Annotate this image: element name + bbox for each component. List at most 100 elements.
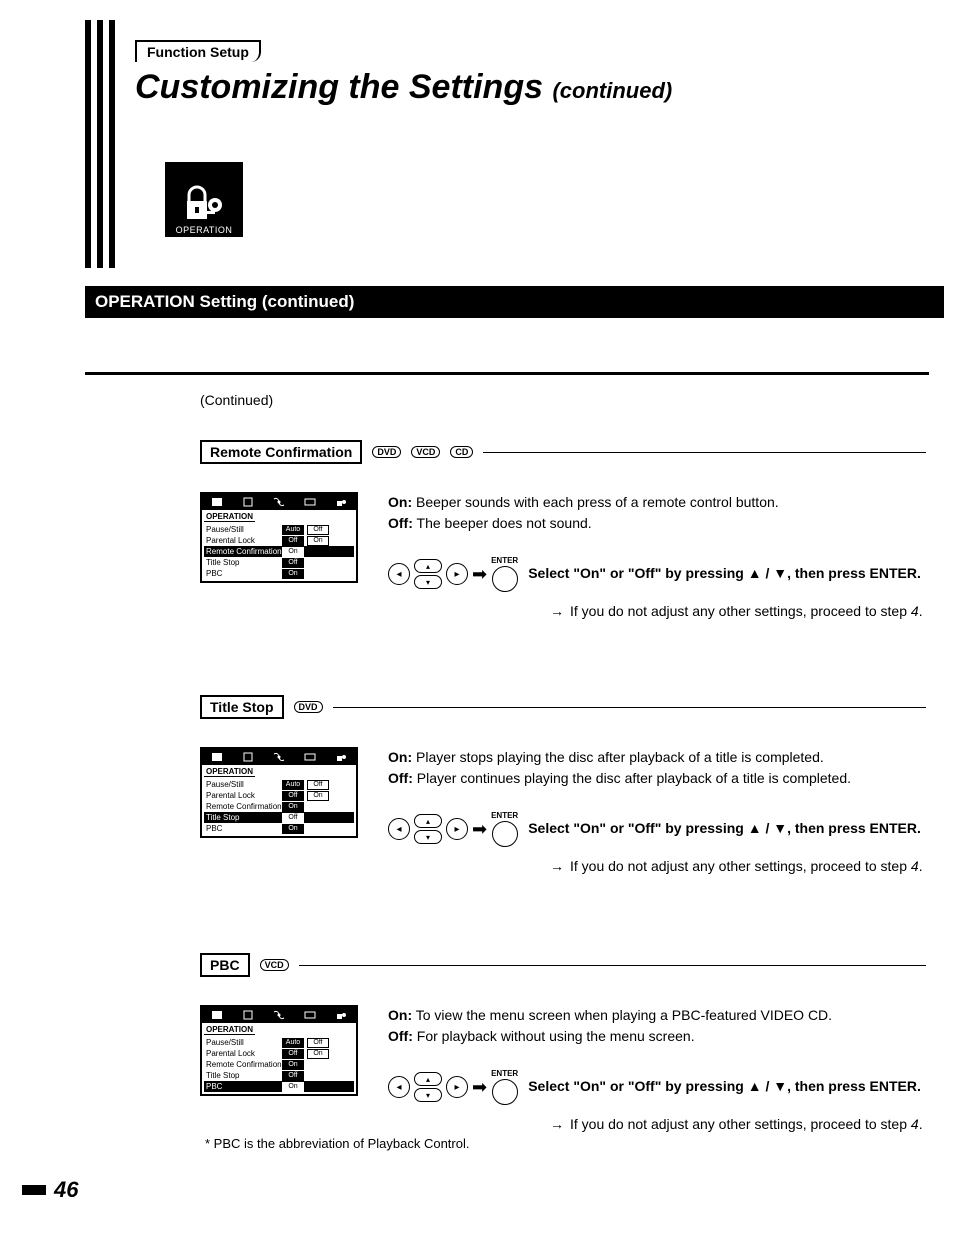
osd-row-label: Parental Lock [204, 1049, 282, 1058]
setting-title-row: Remote Confirmation DVDVCDCD [200, 440, 926, 464]
setting-content: OPERATION Pause/Still Auto Off Parental … [200, 747, 926, 877]
tab-icon [272, 1008, 286, 1022]
osd-row: Title Stop Off [204, 1070, 354, 1081]
off-description: Off: Player continues playing the disc a… [388, 768, 926, 789]
osd-body: OPERATION Pause/Still Auto Off Parental … [202, 765, 356, 836]
title-sub: (continued) [552, 78, 672, 103]
divider-line [299, 965, 926, 966]
osd-row: Pause/Still Auto Off [204, 779, 354, 790]
setting-title: Title Stop [200, 695, 284, 719]
tab-icon [210, 750, 224, 764]
operation-icon-label: OPERATION [176, 225, 233, 235]
title-main: Customizing the Settings [135, 68, 543, 106]
off-description: Off: For playback without using the menu… [388, 1026, 926, 1047]
osd-container: OPERATION Pause/Still Auto Off Parental … [200, 747, 358, 877]
right-button-icon: ▸ [446, 563, 468, 585]
osd-row: Title Stop Off [204, 812, 354, 823]
dvd-badge: DVD [294, 701, 323, 713]
osd-row-value: On [282, 547, 304, 557]
osd-row-value: On [282, 824, 304, 834]
tab-icon [210, 1008, 224, 1022]
dvd-badge: DVD [372, 446, 401, 458]
osd-row-label: Title Stop [204, 558, 282, 567]
arrow-right-icon: → [550, 857, 564, 877]
divider-line [333, 707, 926, 708]
down-button-icon: ▾ [414, 1088, 442, 1102]
setting-description: On: To view the menu screen when playing… [388, 1005, 926, 1135]
arrow-right-icon: → [550, 1115, 564, 1135]
osd-row-value: Auto [282, 1038, 304, 1048]
on-description: On: Player stops playing the disc after … [388, 747, 926, 768]
setting-title-stop: Title Stop DVD OPERATION Pause/Still Aut… [200, 695, 926, 877]
osd-row-label: PBC [204, 569, 282, 578]
off-description: Off: The beeper does not sound. [388, 513, 926, 534]
osd-row-label: PBC [204, 824, 282, 833]
osd-container: OPERATION Pause/Still Auto Off Parental … [200, 492, 358, 622]
on-description: On: To view the menu screen when playing… [388, 1005, 926, 1026]
operation-icon: OPERATION [165, 162, 243, 237]
osd-row-label: Parental Lock [204, 791, 282, 800]
vcd-badge: VCD [411, 446, 440, 458]
instruction-row: ◂ ▴ ▾ ▸ ➡ ENTER Select "On" or "Off" by … [388, 1069, 926, 1105]
osd-body: OPERATION Pause/Still Auto Off Parental … [202, 510, 356, 581]
divider [85, 372, 929, 375]
vcd-badge: VCD [260, 959, 289, 971]
osd-row: PBC On [204, 1081, 354, 1092]
osd-row-label: Title Stop [204, 813, 282, 822]
enter-label: ENTER [491, 811, 518, 820]
instruction-text: Select "On" or "Off" by pressing ▲ / ▼, … [528, 1077, 921, 1097]
osd-heading: OPERATION [204, 512, 255, 522]
left-button-icon: ◂ [388, 818, 410, 840]
osd-row-value: Off [282, 558, 304, 568]
tab-icon [210, 495, 224, 509]
osd-row-label: Remote Confirmation [204, 547, 282, 556]
tab-icon [303, 495, 317, 509]
tab-icon [272, 750, 286, 764]
osd-row-value: Off [282, 791, 304, 801]
osd-row: Remote Confirmation On [204, 801, 354, 812]
enter-button-icon [492, 821, 518, 847]
setting-title-row: Title Stop DVD [200, 695, 926, 719]
remote-button-diagram: ◂ ▴ ▾ ▸ ➡ ENTER [388, 556, 518, 592]
osd-row-label: Remote Confirmation [204, 802, 282, 811]
arrow-right-icon: → [550, 602, 564, 622]
right-button-icon: ▸ [446, 1076, 468, 1098]
note-row: → If you do not adjust any other setting… [550, 1115, 926, 1135]
pbc-footnote: * PBC is the abbreviation of Playback Co… [205, 1135, 469, 1153]
note-row: → If you do not adjust any other setting… [550, 857, 926, 877]
on-description: On: Beeper sounds with each press of a r… [388, 492, 926, 513]
note-text: If you do not adjust any other settings,… [570, 602, 923, 622]
page-number: 46 [22, 1177, 78, 1203]
enter-label: ENTER [491, 1069, 518, 1078]
page-number-value: 46 [54, 1177, 78, 1203]
right-button-icon: ▸ [446, 818, 468, 840]
lock-key-icon [334, 495, 348, 509]
instruction-row: ◂ ▴ ▾ ▸ ➡ ENTER Select "On" or "Off" by … [388, 811, 926, 847]
osd-screen: OPERATION Pause/Still Auto Off Parental … [200, 1005, 358, 1096]
osd-row-value: Auto [282, 780, 304, 790]
osd-row: Pause/Still Auto Off [204, 1037, 354, 1048]
osd-tabs [202, 494, 356, 510]
osd-row: Pause/Still Auto Off [204, 524, 354, 535]
osd-heading: OPERATION [204, 767, 255, 777]
osd-row: Parental Lock Off On [204, 1048, 354, 1059]
remote-button-diagram: ◂ ▴ ▾ ▸ ➡ ENTER [388, 811, 518, 847]
osd-row-value-alt: Off [307, 525, 329, 535]
osd-row-label: PBC [204, 1082, 282, 1091]
osd-row-value-alt: On [307, 1049, 329, 1059]
osd-row: PBC On [204, 568, 354, 579]
osd-container: OPERATION Pause/Still Auto Off Parental … [200, 1005, 358, 1135]
down-button-icon: ▾ [414, 830, 442, 844]
osd-row: Parental Lock Off On [204, 535, 354, 546]
osd-row-value: Off [282, 1049, 304, 1059]
osd-row-value-alt: Off [307, 1038, 329, 1048]
remote-button-diagram: ◂ ▴ ▾ ▸ ➡ ENTER [388, 1069, 518, 1105]
osd-row-label: Parental Lock [204, 536, 282, 545]
page-title: Customizing the Settings (continued) [135, 68, 672, 107]
setting-content: OPERATION Pause/Still Auto Off Parental … [200, 1005, 926, 1135]
osd-row-value-alt: On [307, 791, 329, 801]
osd-heading: OPERATION [204, 1025, 255, 1035]
osd-row: Parental Lock Off On [204, 790, 354, 801]
instruction-text: Select "On" or "Off" by pressing ▲ / ▼, … [528, 819, 921, 839]
osd-row: Title Stop Off [204, 557, 354, 568]
